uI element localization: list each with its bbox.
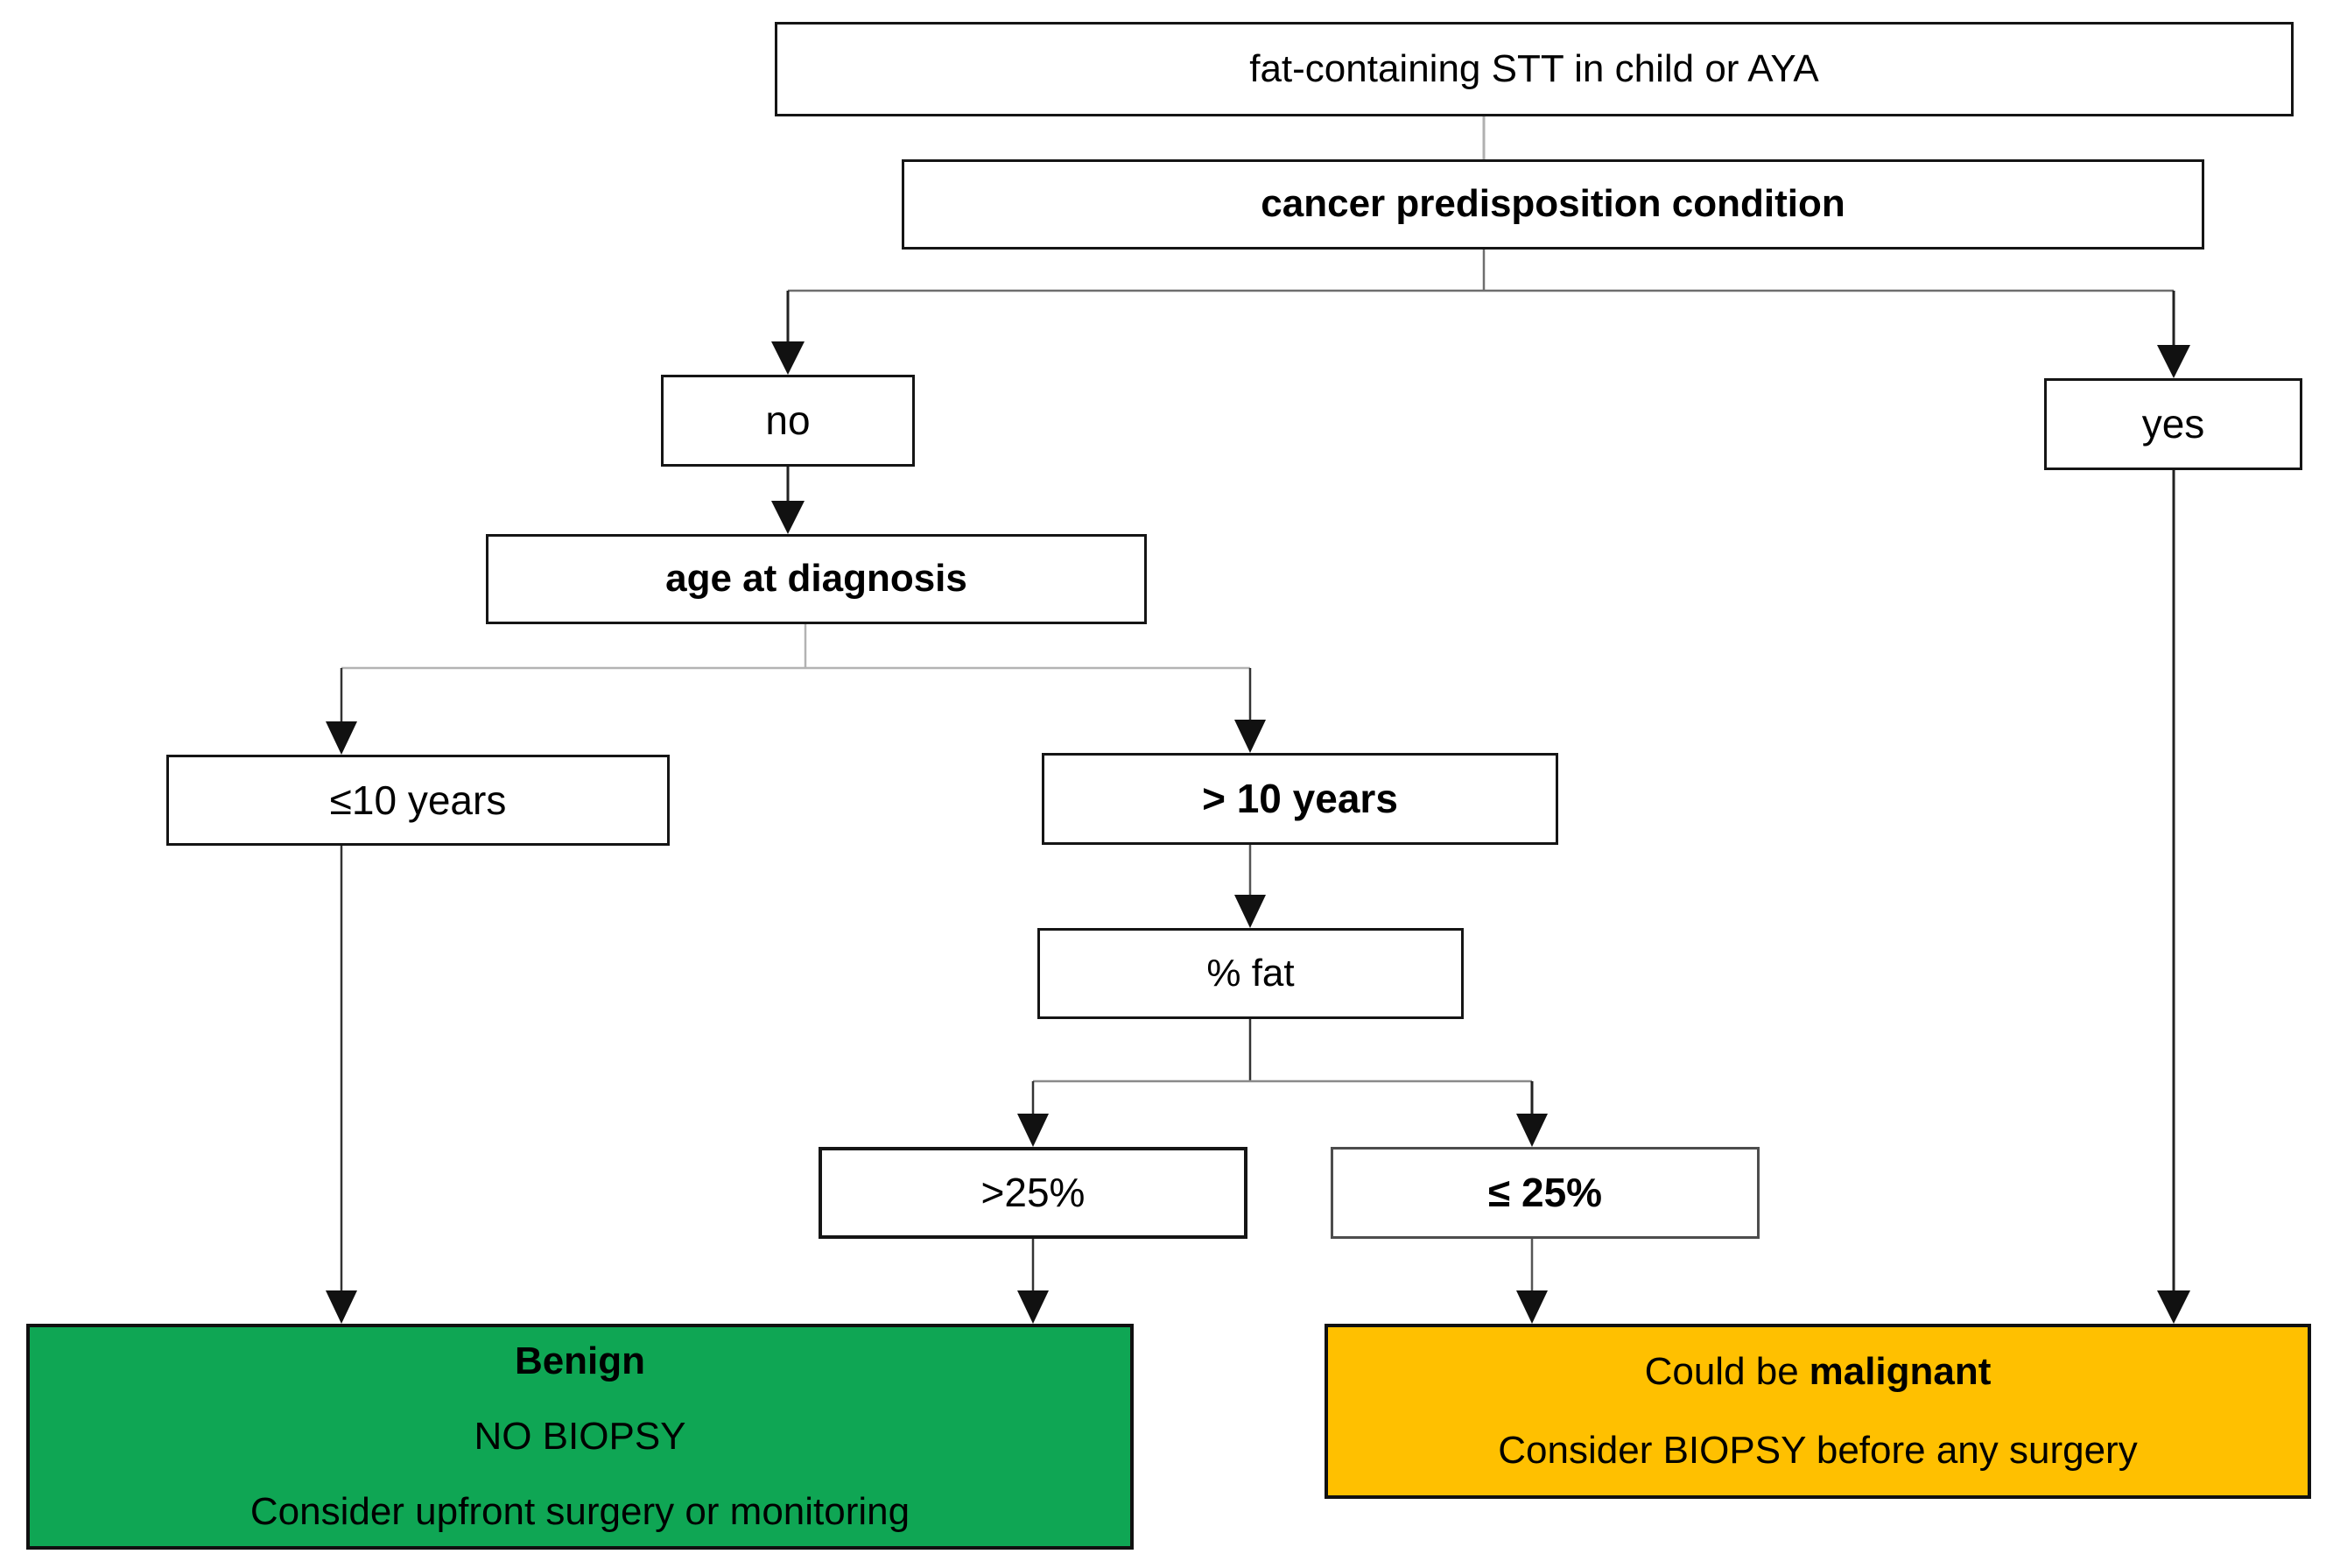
node-label: age at diagnosis [665,557,967,601]
outcome-benign-box: Benign NO BIOPSY Consider upfront surger… [26,1324,1134,1550]
edge-split-le10 [326,668,357,755]
edge-fat-split [1033,1018,1532,1083]
node-label: >25% [980,1170,1086,1216]
edge-gt10-fat [1234,845,1266,928]
edge-no-age [771,467,805,534]
edge-le10-benign [326,846,357,1324]
edge-split-yes [2157,291,2190,378]
benign-title: Benign [514,1339,646,1382]
edge-le25-malignant [1516,1239,1548,1324]
node-age-le-10-years: ≤10 years [166,755,670,846]
benign-recommendation: Consider upfront surgery or monitoring [249,1490,910,1533]
node-label: yes [2141,401,2205,447]
node-cancer-predisposition-condition: cancer predisposition condition [902,159,2204,250]
node-fat-le-25pct: ≤ 25% [1331,1147,1760,1239]
edge-split-gt10 [1234,668,1266,753]
edge-age-split [341,624,1250,670]
node-label: fat-containing STT in child or AYA [1249,46,1819,90]
node-percent-fat: % fat [1037,928,1464,1019]
node-age-at-diagnosis: age at diagnosis [486,534,1147,624]
edge-split-le25 [1516,1081,1548,1147]
node-label: > 10 years [1202,776,1398,822]
node-label: cancer predisposition condition [1261,182,1845,226]
benign-no-biopsy: NO BIOPSY [474,1415,686,1458]
malignant-title: Could be malignant [1645,1332,1992,1411]
node-fat-gt-25pct: >25% [819,1147,1247,1239]
node-fat-containing-stt: fat-containing STT in child or AYA [775,22,2294,116]
edge-split-no [771,291,805,375]
edge-predisposition-split [788,250,2174,292]
node-no: no [661,375,915,467]
malignant-title-regular: Could be [1644,1350,1799,1393]
node-label: ≤10 years [329,777,507,823]
outcome-malignant-box: Could be malignant Consider BIOPSY before… [1325,1324,2311,1499]
malignant-title-bold: malignant [1809,1350,1992,1393]
malignant-recommendation: Consider BIOPSY before any surgery [1498,1429,2138,1472]
node-age-gt-10-years: > 10 years [1042,753,1558,845]
edge-yes-malignant [2157,470,2190,1324]
edge-split-gt25 [1017,1081,1049,1147]
edge-gt25-benign [1017,1239,1049,1324]
node-label: % fat [1206,951,1295,995]
node-label: ≤ 25% [1487,1170,1603,1216]
node-label: no [765,397,811,444]
node-yes: yes [2044,378,2302,470]
